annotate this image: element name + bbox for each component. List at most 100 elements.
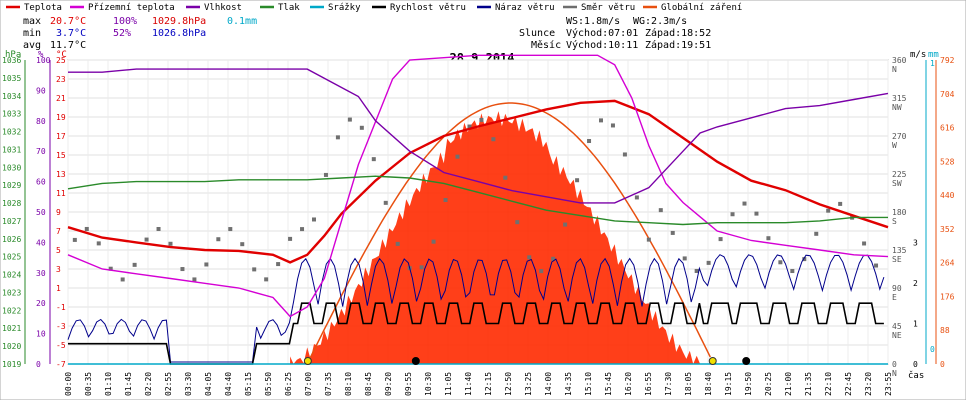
- x-tick: 23:55: [884, 372, 893, 396]
- temperature-tick: 7: [56, 227, 61, 236]
- wind-direction-dot: [264, 277, 269, 282]
- wind-direction-dot: [335, 135, 340, 140]
- temperature-tick: -5: [56, 341, 66, 350]
- temperature-tick: 25: [56, 56, 66, 65]
- x-tick: 08:10: [344, 372, 353, 396]
- wind-direction-dot: [383, 200, 388, 205]
- x-tick: 07:00: [304, 372, 313, 396]
- radiation-tick: 792: [940, 56, 955, 65]
- wind-direction-dot: [694, 268, 699, 273]
- x-tick: 09:20: [384, 372, 393, 396]
- wind-speed-tick: 1: [913, 319, 918, 328]
- wind-direction-dot: [503, 175, 508, 180]
- wind-direction-dot: [599, 118, 603, 123]
- sun-label: Slunce: [519, 28, 555, 39]
- stats-avg-label: avg: [23, 40, 41, 51]
- x-tick: 08:45: [364, 372, 373, 396]
- astro-info: WS:1.8m/s WG:2.3m/s Slunce Východ:07:01 …: [519, 16, 711, 51]
- legend-row: Teplota Přízemní teplota Vlhkost Tlak Srážky…: [6, 3, 742, 13]
- humidity-tick: 90: [36, 86, 46, 95]
- legend-label: Přízemní teplota: [88, 3, 175, 13]
- legend-label: Vlhkost: [204, 3, 242, 13]
- humidity-unit: %: [38, 50, 44, 60]
- wind-direction-dot: [168, 241, 173, 246]
- temperature-unit: °C: [56, 50, 67, 60]
- wind-direction-dot: [132, 262, 137, 267]
- wind-gust-line: [67, 254, 885, 363]
- humidity-tick: 40: [36, 238, 46, 247]
- wind-direction-dot: [216, 237, 221, 242]
- x-tick: 05:15: [244, 372, 253, 396]
- x-tick: 15:10: [584, 372, 593, 396]
- plot-area: 1019102010211022102310241025102610271028…: [2, 54, 955, 396]
- wind-direction-dot: [144, 237, 149, 242]
- legend-label: Tlak: [278, 3, 300, 13]
- x-tick: 12:15: [484, 372, 493, 396]
- radiation-tick: 704: [940, 90, 955, 99]
- stats-min-press: 1026.8hPa: [152, 28, 206, 39]
- wind-direction-name: SE: [892, 255, 902, 264]
- radiation-tick: 352: [940, 225, 955, 234]
- pressure-tick: 1021: [2, 324, 21, 333]
- wind-direction-dot: [587, 139, 592, 144]
- pressure-tick: 1022: [2, 306, 21, 315]
- x-tick: 04:40: [224, 372, 233, 396]
- pressure-tick: 1025: [2, 253, 21, 262]
- temperature-tick: 13: [56, 170, 66, 179]
- wind-gust-now: WG:2.3m/s: [633, 16, 687, 27]
- humidity-tick: 80: [36, 117, 46, 126]
- wind-speed-tick: 2: [913, 279, 918, 288]
- legend-label: Srážky: [328, 3, 361, 13]
- time-unit: čas: [908, 370, 924, 381]
- radiation-tick: 528: [940, 157, 955, 166]
- wind-direction-dot: [862, 241, 867, 246]
- stats-max-press: 1029.8hPa: [152, 16, 206, 27]
- wind-direction-dot: [96, 241, 101, 246]
- x-tick: 00:35: [84, 372, 93, 396]
- wind-direction-dot: [84, 226, 89, 231]
- series-line-3: [67, 175, 888, 226]
- wind-direction-dot: [419, 265, 424, 270]
- wind-direction-dot: [455, 154, 460, 159]
- rain-tick: 1: [930, 59, 935, 68]
- wind-speed-tick: 3: [913, 238, 918, 247]
- stats-min-label: min: [23, 28, 41, 39]
- wind-direction-tick: 90: [892, 284, 902, 293]
- wind-direction-dot: [682, 256, 687, 261]
- x-tick: 06:25: [284, 372, 293, 396]
- x-tick: 12:50: [504, 372, 513, 396]
- temperature-tick: 19: [56, 113, 66, 122]
- x-tick: 07:35: [324, 372, 333, 396]
- wind-direction-dot: [778, 260, 783, 265]
- wind-speed-now: WS:1.8m/s: [566, 16, 620, 27]
- wind-direction-dot: [180, 267, 185, 272]
- clear-sky-radiation-line: [306, 102, 711, 365]
- series-line-1: [67, 54, 889, 318]
- x-tick: 22:45: [844, 372, 853, 396]
- wind-direction-dot: [276, 262, 281, 267]
- wind-direction-tick: 45: [892, 322, 902, 331]
- humidity-tick: 30: [36, 269, 46, 278]
- wind-direction-dot: [527, 255, 532, 260]
- x-tick: 13:25: [524, 372, 533, 396]
- moonset-marker: [742, 357, 751, 365]
- pressure-tick: 1024: [2, 271, 21, 280]
- x-tick: 11:40: [464, 372, 473, 396]
- wind-direction-tick: 0: [892, 360, 897, 369]
- wind-direction-dot: [634, 195, 639, 200]
- temperature-tick: 1: [56, 284, 61, 293]
- temperature-tick: 5: [56, 246, 61, 255]
- wind-direction-dot: [551, 256, 556, 261]
- wind-direction-dot: [742, 201, 747, 206]
- radiation-tick: 88: [940, 326, 950, 335]
- pressure-tick: 1031: [2, 145, 21, 154]
- wind-direction-tick: 225: [892, 170, 907, 179]
- wind-direction-dot: [312, 217, 316, 222]
- legend-label: Směr větru: [581, 3, 635, 13]
- wind-direction-dot: [443, 198, 448, 203]
- radiation-tick: 176: [940, 292, 955, 301]
- legend-label: Globální záření: [661, 3, 742, 13]
- temperature-tick: 11: [56, 189, 66, 198]
- wind-direction-dot: [646, 237, 651, 242]
